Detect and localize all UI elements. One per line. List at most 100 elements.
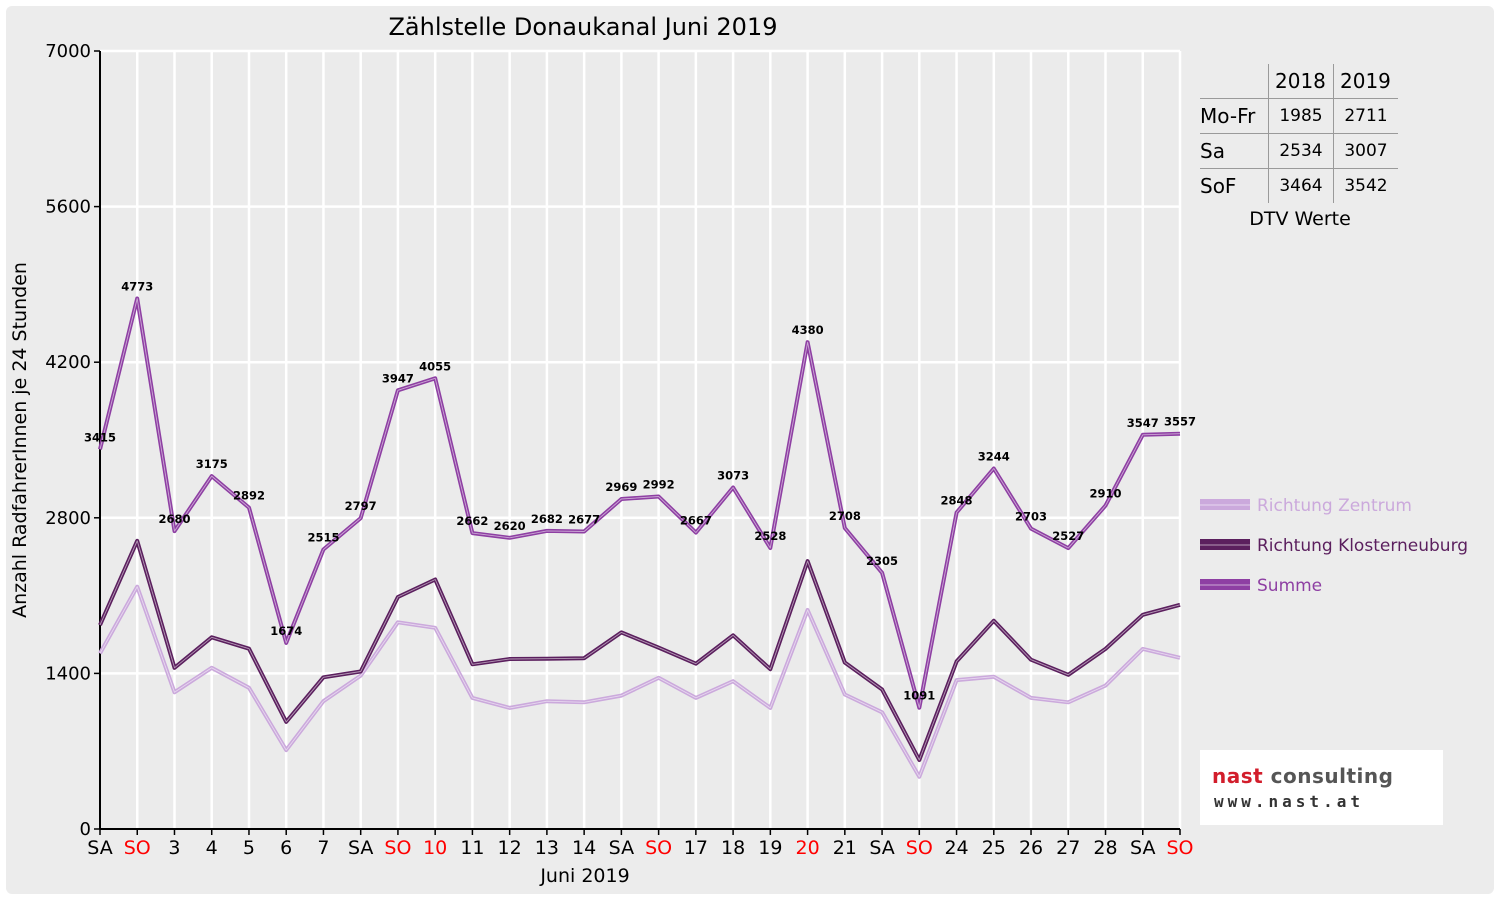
data-label: 3557 bbox=[1164, 415, 1196, 429]
data-label: 2528 bbox=[754, 529, 786, 543]
y-axis-label: Anzahl RadfahrerInnen je 24 Stunden bbox=[9, 262, 31, 618]
x-tick-label: SA bbox=[87, 837, 112, 859]
dtv-header-row: 2018 2019 bbox=[1200, 64, 1398, 99]
data-label: 2620 bbox=[494, 519, 526, 533]
logo-name-part1: nast bbox=[1212, 764, 1264, 788]
x-tick-label: 18 bbox=[721, 837, 745, 859]
x-tick-label: SA bbox=[869, 837, 894, 859]
dtv-row-sof: SoF 3464 3542 bbox=[1200, 168, 1398, 203]
x-tick-label: 20 bbox=[795, 837, 819, 859]
dtv-row-label: SoF bbox=[1200, 168, 1269, 203]
series-line-highlight bbox=[99, 586, 1181, 778]
plot-area bbox=[100, 51, 1180, 829]
data-label: 3947 bbox=[382, 371, 414, 385]
dtv-row-label: Sa bbox=[1200, 133, 1269, 169]
legend: Richtung Zentrum Richtung Klosterneuburg S… bbox=[1200, 496, 1468, 596]
x-tick-label: 27 bbox=[1056, 837, 1080, 859]
x-tick-label: 4 bbox=[206, 837, 218, 859]
logo-url: www.nast.at bbox=[1214, 792, 1364, 811]
data-label: 2892 bbox=[233, 489, 265, 503]
y-tick-label: 7000 bbox=[45, 41, 91, 62]
x-tick-label: SO bbox=[645, 837, 672, 859]
dtv-cell: 2711 bbox=[1333, 98, 1398, 134]
data-labels: 3415 4773 2680 3175 2892 1674 2515 2797 3947 4055… bbox=[84, 280, 1196, 703]
y-tick-label: 5600 bbox=[45, 197, 91, 218]
data-label: 2662 bbox=[456, 514, 488, 528]
data-label: 2527 bbox=[1052, 529, 1084, 543]
data-label: 2797 bbox=[345, 499, 377, 513]
y-tick-label: 0 bbox=[80, 819, 91, 840]
series-line-highlight bbox=[99, 540, 1181, 761]
legend-label: Richtung Zentrum bbox=[1257, 496, 1412, 516]
x-tick-label: 3 bbox=[168, 837, 180, 859]
data-label: 4380 bbox=[792, 323, 824, 337]
data-label: 2305 bbox=[866, 554, 898, 568]
x-tick-label: SA bbox=[1130, 837, 1155, 859]
data-label: 2910 bbox=[1090, 487, 1122, 501]
dtv-row-mofr: Mo-Fr 1985 2711 bbox=[1200, 98, 1398, 134]
legend-label: Richtung Klosterneuburg bbox=[1257, 536, 1468, 556]
x-tick-label: SO bbox=[1166, 837, 1193, 859]
y-tick-label: 4200 bbox=[45, 352, 91, 373]
x-tick-label: 12 bbox=[498, 837, 522, 859]
x-tick-label: 25 bbox=[982, 837, 1006, 859]
data-label: 2515 bbox=[307, 530, 339, 544]
logo-name-part2: consulting bbox=[1263, 764, 1394, 788]
data-label: 2992 bbox=[643, 477, 675, 491]
dtv-cell: 3542 bbox=[1344, 176, 1388, 196]
x-tick-label: 19 bbox=[758, 837, 782, 859]
x-tick-label: 17 bbox=[684, 837, 708, 859]
x-axis-label: Juni 2019 bbox=[539, 865, 629, 887]
logo-name: nast consulting bbox=[1212, 764, 1393, 788]
data-label: 4055 bbox=[419, 359, 451, 373]
x-tick-label: 14 bbox=[572, 837, 596, 859]
dtv-table: 2018 2019 Mo-Fr 1985 2711 Sa 2534 3007 S… bbox=[1200, 64, 1398, 203]
x-tick-label: 21 bbox=[833, 837, 857, 859]
data-label: 1674 bbox=[270, 624, 302, 638]
x-tick-label: 24 bbox=[944, 837, 968, 859]
x-tick-label: SO bbox=[124, 837, 151, 859]
x-tick-label: 5 bbox=[243, 837, 255, 859]
data-label: 3073 bbox=[717, 468, 749, 482]
data-label: 4773 bbox=[121, 280, 153, 294]
data-label: 1091 bbox=[903, 689, 935, 703]
x-tick-label: SO bbox=[906, 837, 933, 859]
series-line-highlight bbox=[99, 298, 1181, 709]
data-label: 2667 bbox=[680, 514, 712, 528]
chart-title: Zählstelle Donaukanal Juni 2019 bbox=[388, 13, 777, 41]
y-tick-label: 1400 bbox=[45, 663, 91, 684]
x-tick-label: 7 bbox=[317, 837, 329, 859]
x-tick-label: SA bbox=[609, 837, 634, 859]
dtv-header-2018: 2018 bbox=[1268, 64, 1334, 99]
dtv-row-label: Mo-Fr bbox=[1200, 98, 1269, 134]
dtv-row-sa: Sa 2534 3007 bbox=[1200, 133, 1398, 169]
x-tick-label: 26 bbox=[1019, 837, 1043, 859]
x-tick-label: SO bbox=[384, 837, 411, 859]
y-tick-label: 2800 bbox=[45, 508, 91, 529]
x-tick-label: 6 bbox=[280, 837, 292, 859]
dtv-header-empty bbox=[1200, 64, 1269, 99]
x-tick-label: SA bbox=[348, 837, 373, 859]
x-tick-label: 28 bbox=[1093, 837, 1117, 859]
data-label: 2703 bbox=[1015, 510, 1047, 524]
data-label: 3415 bbox=[84, 430, 116, 444]
grid bbox=[100, 49, 1182, 829]
x-tick-label: 11 bbox=[460, 837, 484, 859]
axes: 0 1400 2800 4200 5600 7000 SA SO 3 4 5 6 7 SA SO 10 11 12… bbox=[45, 41, 1193, 859]
data-label: 2682 bbox=[531, 512, 563, 526]
legend-label: Summe bbox=[1257, 576, 1322, 596]
data-label: 3244 bbox=[978, 449, 1010, 463]
series bbox=[98, 296, 1181, 779]
data-label: 2708 bbox=[829, 509, 861, 523]
data-label: 2677 bbox=[568, 512, 600, 526]
dtv-cell: 1985 bbox=[1268, 98, 1334, 134]
dtv-cell: 3007 bbox=[1333, 133, 1398, 169]
dtv-caption: DTV Werte bbox=[1249, 208, 1351, 230]
data-label: 3547 bbox=[1127, 416, 1159, 430]
x-tick-label: 10 bbox=[423, 837, 447, 859]
data-label: 2848 bbox=[941, 493, 973, 507]
x-tick-label: 13 bbox=[535, 837, 559, 859]
company-logo: nast consulting www.nast.at bbox=[1200, 750, 1443, 825]
dtv-cell: 3464 bbox=[1268, 168, 1334, 203]
